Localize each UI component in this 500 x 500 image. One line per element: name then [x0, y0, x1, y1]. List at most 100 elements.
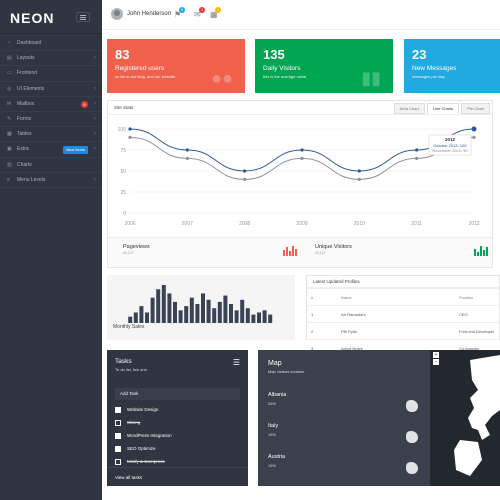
tile-subtitle: so far in our blog, and our website.: [115, 74, 177, 79]
x-tick-label: 2009: [296, 221, 307, 227]
sales-bar: [195, 304, 200, 323]
country-name: Italy: [268, 423, 279, 429]
sales-bar: [145, 312, 149, 323]
monitor-icon: ▭: [7, 70, 12, 77]
table-row[interactable]: 1 Art Ramadani CEO: [307, 305, 499, 323]
tile-number: 83: [115, 47, 130, 62]
pageviews-stat: Pageviews 54,127: [123, 244, 150, 255]
sidebar-item-menu-levels[interactable]: ≡ Menu Levels ›: [0, 173, 102, 188]
sales-bar: [257, 312, 261, 323]
table-row[interactable]: 2 Filli Pylla Font-end Developer: [307, 322, 499, 340]
data-point: [472, 135, 476, 139]
data-point: [185, 148, 189, 152]
zoom-in-button[interactable]: +: [433, 352, 439, 358]
task-checkbox[interactable]: [115, 432, 121, 439]
add-task-input[interactable]: Add Task: [115, 388, 240, 400]
y-tick-label: 0: [123, 211, 126, 217]
mail-icon[interactable]: ✉ 1: [194, 7, 205, 19]
sidebar-item-label: Forms: [17, 116, 32, 123]
sidebar-item-frontend[interactable]: ▭ Frontend: [0, 66, 102, 82]
sidebar-item-mailbox[interactable]: ✉ Mailbox 8 ›: [0, 97, 102, 112]
unique-sparkline-icon: [474, 246, 488, 256]
user-name[interactable]: John Henderson: [127, 11, 172, 17]
tooltip-line: November 2013: 90: [432, 148, 468, 153]
sidebar-item-tables[interactable]: ▦ Tables ›: [0, 127, 102, 143]
task-item[interactable]: Slicing: [107, 416, 248, 429]
menu-toggle-icon[interactable]: [76, 12, 90, 22]
task-checkbox[interactable]: [115, 445, 121, 452]
notifications-badge: 6: [179, 7, 185, 13]
data-point: [243, 177, 247, 181]
stats-footer: Pageviews 54,127 Unique Visitors 25,127: [108, 237, 492, 267]
table-cell: Filli Pylla: [337, 322, 455, 340]
sidebar-item-label: Tables: [17, 131, 32, 138]
sidebar-item-layouts[interactable]: ▤ Layouts ›: [0, 51, 102, 67]
sales-bar: [128, 316, 133, 323]
profiles-body: 1 Art Ramadani CEO 2 Filli Pylla Font-end Dev…: [307, 305, 499, 357]
tile-number: 23: [412, 47, 427, 62]
y-tick-label: 25: [120, 190, 126, 196]
sidebar-item-extra[interactable]: ▣ Extra New Items ›: [0, 142, 102, 158]
task-item[interactable]: Website Design: [107, 403, 248, 416]
target-icon: ◎: [7, 85, 12, 92]
table-cell: Font-end Developer: [455, 322, 499, 340]
avatar[interactable]: [111, 8, 123, 20]
table-cell: Art Ramadani: [337, 305, 455, 323]
view-all-tasks-link[interactable]: View all tasks: [107, 467, 248, 486]
unique-visitors-stat: Unique Visitors 25,127: [315, 244, 352, 255]
sidebar-item-charts[interactable]: ▥ Charts: [0, 158, 102, 173]
tab-area-chart[interactable]: Area Chart: [393, 103, 425, 114]
map-view[interactable]: + −: [430, 350, 500, 486]
calendar-icon[interactable]: ▦ 1: [210, 7, 221, 19]
unique-visitors-value: 25,127: [315, 251, 326, 255]
logo[interactable]: NEON: [10, 10, 55, 26]
zoom-out-button[interactable]: −: [433, 359, 439, 365]
list-icon: ≡: [7, 176, 10, 183]
task-checkbox[interactable]: [115, 406, 121, 413]
country-shape-icon: [406, 431, 418, 443]
users-icon[interactable]: ⚑ 6: [174, 7, 185, 19]
map-subtitle: Map visitors location.: [268, 369, 306, 374]
sidebar-item-forms[interactable]: ✎ Forms ›: [0, 112, 102, 128]
list-icon[interactable]: ☰: [232, 358, 240, 367]
monthly-sales-panel: Monthly Sales: [107, 275, 295, 340]
task-item[interactable]: SEO Optimize: [107, 442, 248, 455]
tile-number: 135: [263, 47, 285, 62]
task-checkbox[interactable]: [115, 458, 121, 465]
chevron-right-icon: ›: [94, 131, 96, 138]
tasks-subtitle: To do list, tick one.: [115, 367, 148, 372]
tab-pie-chart[interactable]: Pie Chart: [461, 103, 490, 114]
chevron-right-icon: ›: [94, 146, 96, 153]
sales-bar: [156, 289, 161, 323]
sales-bar: [161, 285, 166, 323]
task-item[interactable]: Minify & Compress: [107, 455, 248, 468]
table-cell: 2: [307, 322, 337, 340]
sidebar-item-label: Frontend: [17, 70, 38, 77]
data-point: [300, 156, 304, 160]
sales-bar: [240, 299, 245, 323]
y-tick-label: 50: [120, 169, 126, 175]
europe-map-shape: [454, 355, 500, 476]
unique-visitors-label: Unique Visitors: [315, 244, 352, 250]
tooltip-box: [428, 134, 472, 156]
sidebar-menu: ◔ Dashboard ▤ Layouts › ▭ Frontend ◎ UI Elements…: [0, 36, 102, 188]
country-percent: 15%: [268, 432, 277, 437]
task-item[interactable]: WordPress Integration: [107, 429, 248, 442]
tab-line-charts[interactable]: Line Charts: [426, 103, 460, 114]
pageviews-value: 54,127: [123, 251, 134, 255]
sidebar: NEON ◔ Dashboard ▤ Layouts › ▭ Frontend ◎ UI Ele…: [0, 0, 102, 500]
country-name: Austria: [268, 454, 286, 460]
task-list: Website Design Slicing WordPress Integrati…: [107, 403, 248, 468]
x-tick-label: 2010: [354, 221, 365, 227]
table-cell: CEO: [455, 305, 499, 323]
task-checkbox[interactable]: [115, 419, 121, 426]
x-tick-label: 2008: [239, 221, 250, 227]
sales-bar: [245, 308, 250, 323]
x-tick-label: 2007: [182, 221, 193, 227]
sidebar-item-dashboard[interactable]: ◔ Dashboard: [0, 36, 102, 52]
sales-bar: [217, 301, 222, 323]
sidebar-item-label: Dashboard: [17, 40, 42, 47]
sales-bar: [206, 299, 211, 323]
tile-title: Registered users: [115, 65, 165, 72]
sidebar-item-ui-elements[interactable]: ◎ UI Elements ›: [0, 82, 102, 97]
